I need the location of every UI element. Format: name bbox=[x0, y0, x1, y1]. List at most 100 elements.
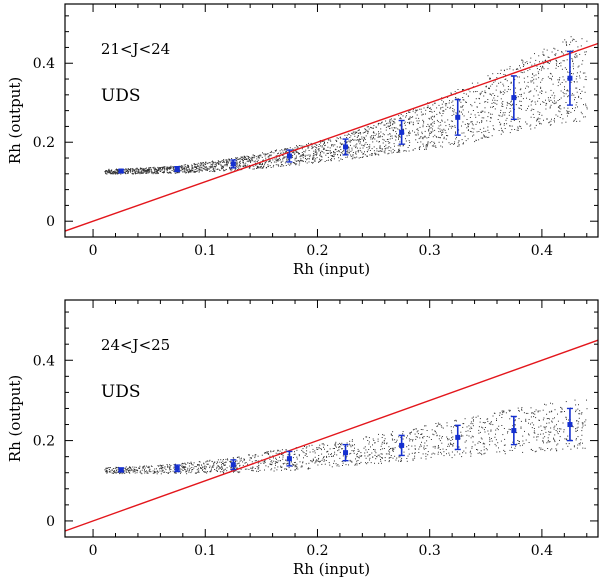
scatter-dot bbox=[249, 454, 250, 456]
scatter-dot bbox=[329, 147, 331, 149]
scatter-dot bbox=[584, 424, 586, 426]
scatter-dot bbox=[225, 168, 227, 170]
scatter-dot bbox=[331, 144, 333, 146]
scatter-dot bbox=[212, 168, 214, 170]
scatter-dot bbox=[223, 471, 225, 473]
scatter-dot bbox=[576, 81, 578, 83]
scatter-dot bbox=[380, 453, 382, 455]
scatter-dot bbox=[355, 153, 357, 155]
data-point bbox=[230, 462, 236, 468]
scatter-dot bbox=[382, 133, 384, 135]
scatter-dot bbox=[551, 51, 553, 53]
scatter-dot bbox=[138, 172, 140, 173]
scatter-dot bbox=[367, 131, 369, 133]
scatter-dot bbox=[170, 172, 172, 174]
scatter-dot bbox=[450, 443, 452, 445]
scatter-dot bbox=[385, 126, 387, 128]
scatter-dot bbox=[258, 157, 260, 159]
scatter-dot bbox=[462, 423, 464, 425]
scatter-dot bbox=[332, 455, 334, 457]
scatter-dot bbox=[422, 119, 424, 121]
scatter-dot bbox=[155, 169, 157, 171]
scatter-dot bbox=[147, 171, 149, 173]
scatter-dot bbox=[333, 151, 335, 152]
scatter-dot bbox=[181, 467, 183, 469]
scatter-dot bbox=[285, 150, 287, 152]
scatter-dot bbox=[424, 425, 426, 427]
scatter-dot bbox=[173, 170, 175, 172]
scatter-dot bbox=[350, 150, 352, 152]
scatter-dot bbox=[392, 129, 394, 131]
scatter-dot bbox=[277, 453, 279, 455]
scatter-dot bbox=[436, 107, 438, 109]
scatter-dot bbox=[129, 470, 131, 472]
scatter-dot bbox=[575, 404, 577, 406]
scatter-dot bbox=[540, 87, 542, 89]
scatter-dot bbox=[208, 166, 210, 168]
scatter-dot bbox=[450, 120, 452, 122]
scatter-dot bbox=[205, 162, 207, 163]
scatter-dot bbox=[518, 76, 520, 78]
scatter-dot bbox=[523, 77, 525, 79]
scatter-dot bbox=[427, 451, 429, 453]
scatter-dot bbox=[188, 471, 190, 473]
scatter-dot bbox=[572, 108, 573, 109]
scatter-dot bbox=[239, 162, 241, 164]
scatter-dot bbox=[428, 136, 430, 138]
scatter-dot bbox=[132, 466, 134, 468]
scatter-dot bbox=[438, 423, 440, 425]
scatter-dot bbox=[317, 148, 319, 150]
scatter-dot bbox=[162, 168, 163, 170]
scatter-dot bbox=[551, 420, 553, 422]
scatter-dot bbox=[434, 445, 436, 447]
scatter-dot bbox=[461, 106, 463, 108]
scatter-dot bbox=[183, 467, 184, 469]
scatter-dot bbox=[462, 89, 464, 91]
scatter-dot bbox=[409, 141, 411, 143]
scatter-dot bbox=[365, 462, 366, 464]
scatter-dot bbox=[523, 443, 525, 445]
scatter-dot bbox=[270, 451, 272, 453]
scatter-dot bbox=[443, 136, 445, 138]
scatter-dot bbox=[224, 464, 226, 466]
scatter-dot bbox=[488, 132, 490, 133]
scatter-dot bbox=[559, 77, 561, 79]
scatter-dot bbox=[455, 419, 457, 421]
scatter-dot bbox=[555, 430, 557, 431]
scatter-dot bbox=[470, 437, 472, 439]
scatter-dot bbox=[373, 146, 375, 148]
scatter-dot bbox=[510, 120, 512, 122]
y-tick-label: 0.4 bbox=[33, 353, 55, 369]
scatter-dot bbox=[153, 172, 155, 174]
scatter-dot bbox=[501, 105, 503, 107]
scatter-dot bbox=[138, 467, 139, 469]
scatter-dot bbox=[535, 417, 537, 419]
scatter-dot bbox=[522, 60, 524, 62]
scatter-dot bbox=[293, 151, 295, 153]
scatter-dot bbox=[536, 85, 538, 87]
scatter-dot bbox=[295, 160, 297, 162]
scatter-dot bbox=[504, 438, 506, 440]
scatter-dot bbox=[441, 426, 443, 428]
scatter-dot bbox=[559, 111, 561, 113]
scatter-dot bbox=[533, 424, 535, 426]
scatter-dot bbox=[207, 463, 209, 465]
scatter-dot bbox=[416, 431, 418, 433]
scatter-dot bbox=[149, 471, 151, 473]
scatter-dot bbox=[203, 165, 205, 167]
scatter-dot bbox=[559, 107, 560, 109]
scatter-dot bbox=[160, 168, 161, 169]
scatter-dot bbox=[176, 172, 178, 174]
scatter-dot bbox=[321, 459, 323, 461]
scatter-dot bbox=[333, 155, 335, 157]
scatter-dot bbox=[491, 113, 493, 115]
scatter-dot bbox=[465, 447, 467, 449]
scatter-dot bbox=[257, 155, 259, 157]
scatter-dot bbox=[356, 462, 358, 464]
scatter-dot bbox=[489, 88, 490, 90]
scatter-dot bbox=[325, 154, 327, 156]
y-tick-label: 0 bbox=[46, 514, 55, 530]
scatter-dot bbox=[394, 135, 396, 137]
scatter-dot bbox=[222, 162, 224, 163]
scatter-dot bbox=[361, 136, 363, 138]
